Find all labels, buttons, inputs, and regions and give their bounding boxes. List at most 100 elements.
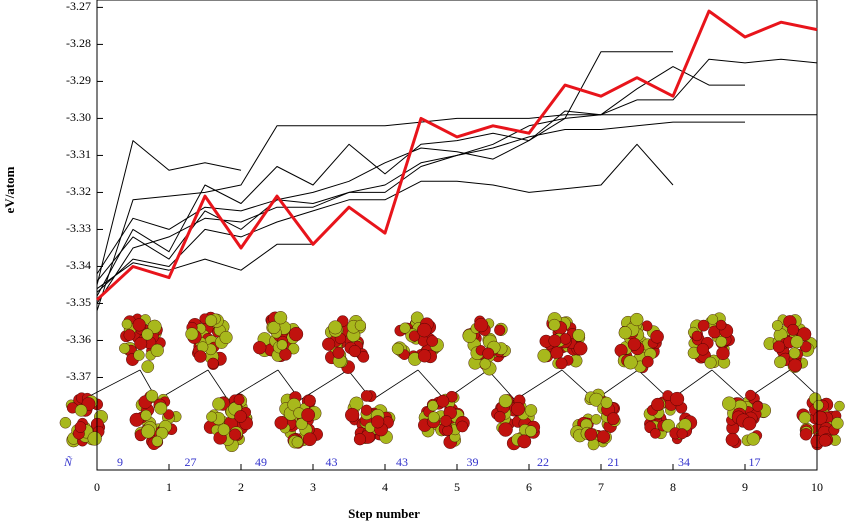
atom — [119, 342, 131, 354]
atom — [253, 341, 267, 355]
series-line — [96, 121, 745, 304]
atom — [788, 347, 801, 359]
x-tick-label: 9 — [742, 480, 748, 494]
atom — [74, 404, 88, 417]
atom — [746, 432, 760, 446]
atom — [121, 318, 133, 330]
y-tick-label: -3.28 — [66, 36, 91, 50]
count: 21 — [608, 455, 620, 469]
atom — [74, 421, 87, 433]
atom — [194, 350, 207, 363]
atom — [154, 401, 168, 415]
atom — [494, 324, 506, 336]
y-tick-label: -3.32 — [66, 184, 91, 198]
atom — [627, 337, 641, 351]
atom — [725, 432, 740, 447]
atom — [287, 343, 300, 355]
atom — [573, 341, 588, 356]
atom — [288, 326, 304, 342]
atom — [752, 401, 763, 412]
x-tick-label: 0 — [94, 480, 100, 494]
atom — [234, 410, 247, 423]
atom — [548, 318, 561, 331]
atom — [691, 330, 703, 342]
atom — [233, 394, 245, 406]
x-tick-label: 8 — [670, 480, 676, 494]
atom — [345, 407, 360, 423]
atom — [219, 330, 233, 345]
atom — [716, 346, 730, 361]
count: 34 — [678, 455, 690, 469]
atom — [597, 430, 611, 444]
x-axis-label: Step number — [348, 506, 420, 521]
atom — [417, 322, 432, 338]
atom — [436, 394, 450, 408]
x-tick-label: 10 — [811, 480, 823, 494]
atom — [301, 408, 316, 422]
atom — [428, 411, 440, 424]
atom — [606, 412, 620, 426]
atom — [348, 345, 361, 358]
atom — [813, 399, 824, 411]
atom — [650, 428, 661, 439]
atom — [479, 358, 491, 370]
atom — [670, 391, 685, 407]
atom — [212, 397, 226, 411]
atom — [274, 416, 288, 430]
connector — [514, 369, 563, 401]
atom — [722, 396, 737, 411]
atom — [834, 400, 845, 412]
atom — [353, 433, 366, 446]
atom — [426, 335, 439, 347]
count: 39 — [467, 455, 479, 469]
atom — [456, 420, 469, 433]
atom — [141, 424, 156, 439]
atom — [790, 335, 804, 349]
atom — [141, 360, 155, 374]
atom — [524, 404, 538, 417]
connector — [711, 369, 746, 401]
atom — [651, 397, 665, 412]
atom — [525, 425, 537, 437]
atom — [205, 314, 218, 327]
atom — [217, 423, 230, 436]
cluster-images — [59, 311, 845, 452]
atom — [707, 314, 719, 325]
atom — [229, 428, 242, 441]
atom — [482, 347, 495, 360]
atom — [498, 394, 513, 408]
y-tick-label: -3.36 — [66, 332, 91, 346]
atom — [427, 400, 439, 412]
atom — [399, 322, 411, 334]
atom — [361, 404, 373, 416]
atom — [442, 425, 453, 436]
atom — [360, 390, 373, 402]
series-line — [96, 243, 313, 290]
connector — [207, 369, 229, 401]
connector — [417, 369, 446, 401]
atom — [704, 356, 717, 369]
atom — [87, 431, 102, 446]
series-line — [95, 9, 818, 301]
y-tick-label: -3.33 — [66, 221, 91, 235]
y-tick-label: -3.35 — [66, 295, 91, 309]
atom — [774, 355, 787, 369]
atom — [123, 329, 136, 341]
atom — [163, 409, 174, 420]
atom — [537, 348, 552, 363]
atom — [494, 411, 506, 423]
atom — [408, 330, 420, 342]
y-tick-label: -3.27 — [66, 0, 91, 13]
atom — [291, 436, 304, 449]
atom — [371, 415, 385, 429]
atom — [133, 349, 145, 361]
count-label: Ñ — [63, 455, 73, 469]
atom — [134, 337, 148, 350]
series-line — [96, 51, 673, 275]
series-line — [96, 143, 674, 293]
atom — [140, 409, 152, 421]
atom — [391, 342, 404, 355]
atom — [141, 328, 154, 341]
